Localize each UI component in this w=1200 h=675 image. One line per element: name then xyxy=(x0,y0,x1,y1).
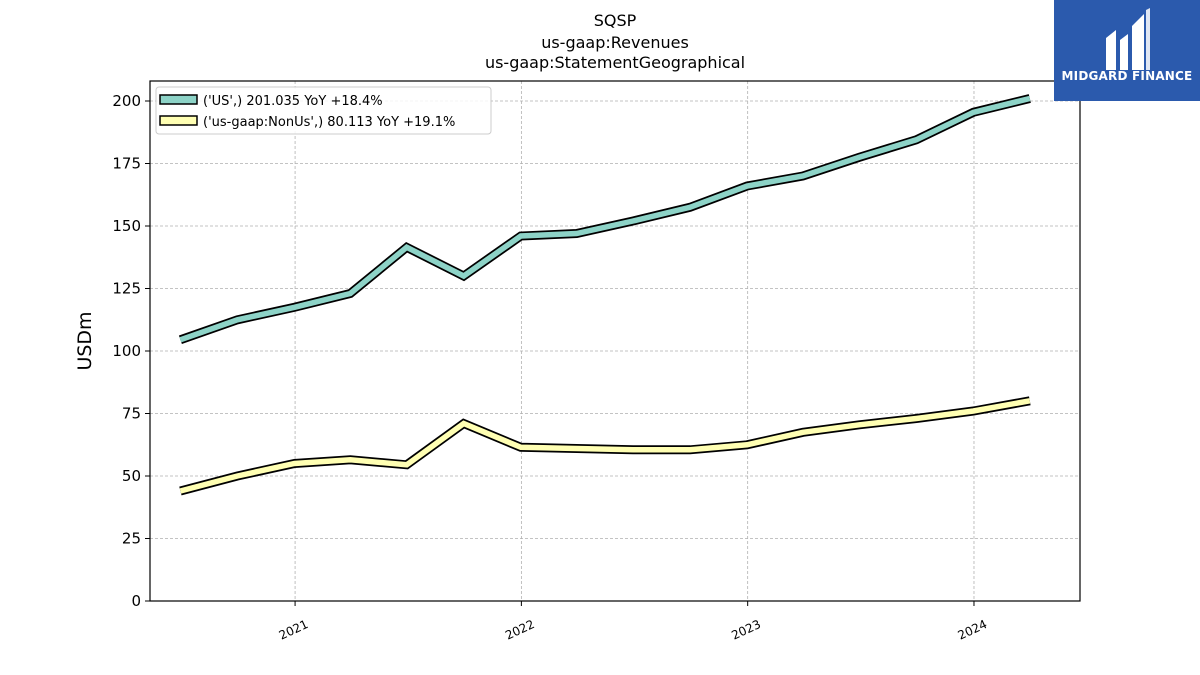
logo-text: MIDGARD FINANCE xyxy=(1061,69,1193,83)
series-1-line xyxy=(179,398,1031,494)
y-tick-label: 0 xyxy=(131,592,141,610)
legend-entry-1: ('us-gaap:NonUs',) 80.113 YoY +19.1% xyxy=(203,115,455,130)
series-0-line xyxy=(179,95,1031,343)
y-tick-label: 25 xyxy=(122,530,141,548)
series-layer xyxy=(178,94,1031,496)
midgard-logo-icon xyxy=(1106,8,1150,70)
y-tick-label: 50 xyxy=(122,467,141,485)
y-axis: 0 25 50 75 100 125 150 175 200 xyxy=(112,92,150,610)
legend-box xyxy=(155,86,492,135)
x-tick-label: 2024 xyxy=(956,617,990,643)
legend: ('US',) 201.035 YoY +18.4% ('us-gaap:NonU… xyxy=(155,86,492,135)
y-tick-label: 75 xyxy=(122,405,141,423)
y-tick-label: 125 xyxy=(112,280,141,298)
x-tick-label: 2023 xyxy=(729,617,763,643)
legend-entry-0: ('US',) 201.035 YoY +18.4% xyxy=(203,94,383,109)
x-tick-label: 2021 xyxy=(277,617,311,643)
x-axis: 2021 2022 2023 2024 xyxy=(277,601,990,643)
chart-title-line-3: us-gaap:StatementGeographical xyxy=(485,53,745,72)
midgard-finance-logo: MIDGARD FINANCE xyxy=(1054,0,1200,101)
legend-swatch-0 xyxy=(159,94,198,105)
chart-title-line-2: us-gaap:Revenues xyxy=(541,33,689,52)
x-tick-label: 2022 xyxy=(503,617,537,643)
y-tick-label: 175 xyxy=(112,155,141,173)
y-axis-label: USDm xyxy=(74,311,96,370)
y-tick-label: 100 xyxy=(112,342,141,360)
plot-frame xyxy=(149,80,1081,602)
chart-title: SQSP us-gaap:Revenues us-gaap:StatementG… xyxy=(485,11,745,72)
chart-title-line-1: SQSP xyxy=(594,11,637,30)
legend-swatch-1 xyxy=(159,115,198,126)
grid xyxy=(150,81,1080,602)
y-tick-label: 150 xyxy=(112,217,141,235)
series-1-outline xyxy=(179,396,1031,496)
y-tick-label: 200 xyxy=(112,92,141,110)
